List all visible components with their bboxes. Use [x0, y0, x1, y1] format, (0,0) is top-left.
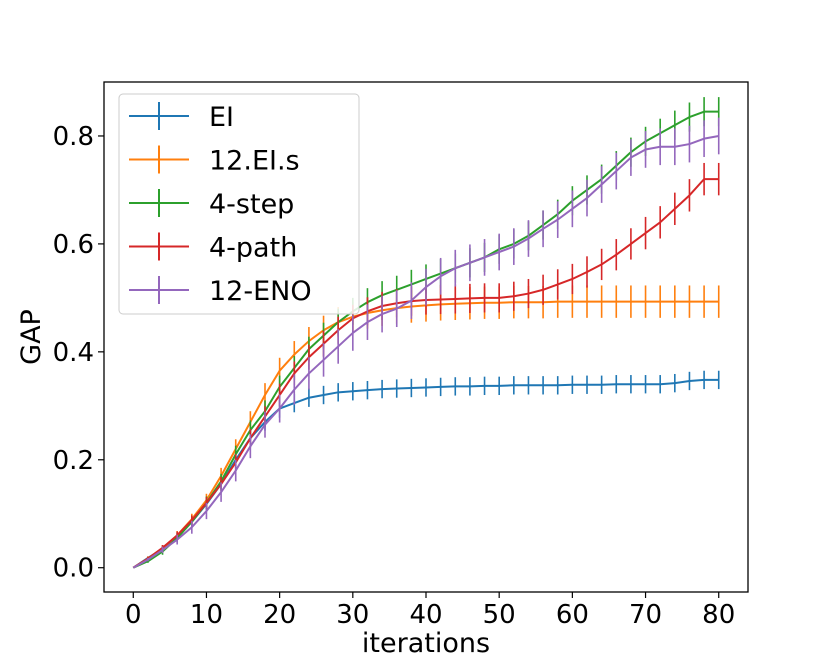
series-line-ei — [132, 378, 719, 569]
x-axis: 0 10 20 30 40 50 60 70 80 — [125, 592, 735, 630]
x-tick-label: 10 — [190, 600, 223, 630]
legend-label: 4-path — [209, 233, 297, 264]
y-axis: 0.0 0.2 0.4 0.6 0.8 — [53, 122, 104, 584]
x-tick-label: 60 — [556, 600, 589, 630]
x-tick-label: 20 — [263, 600, 296, 630]
x-tick-label: 50 — [483, 600, 516, 630]
legend-item-12-eno: 12-ENO — [129, 276, 312, 307]
y-tick-label: 0.4 — [53, 338, 94, 368]
x-tick-label: 40 — [409, 600, 442, 630]
series-line-12-eno — [132, 134, 719, 569]
x-tick-label: 30 — [336, 600, 369, 630]
y-tick-label: 0.6 — [53, 230, 94, 260]
legend-label: EI — [209, 102, 234, 133]
legend: EI 12.EI.s 4-step 4-path 12-ENO — [118, 93, 360, 315]
x-tick-label: 80 — [702, 600, 735, 630]
legend-item-ei: EI — [129, 102, 234, 133]
legend-label: 12.EI.s — [209, 146, 300, 177]
y-tick-label: 0.2 — [53, 446, 94, 476]
legend-item-4-step: 4-step — [129, 189, 294, 220]
x-tick-label: 0 — [125, 600, 142, 630]
legend-item-4-path: 4-path — [129, 232, 297, 264]
y-tick-label: 0.8 — [53, 122, 94, 152]
y-axis-label: GAP — [16, 309, 47, 365]
series-layer — [132, 97, 720, 569]
legend-item-12-ei-s: 12.EI.s — [129, 145, 300, 177]
series-12-eno — [132, 117, 720, 569]
x-axis-label: iterations — [362, 628, 490, 659]
x-tick-label: 70 — [629, 600, 662, 630]
legend-label: 4-step — [209, 189, 294, 220]
legend-label: 12-ENO — [209, 276, 312, 307]
legend-frame — [118, 93, 360, 315]
y-tick-label: 0.0 — [53, 554, 94, 584]
